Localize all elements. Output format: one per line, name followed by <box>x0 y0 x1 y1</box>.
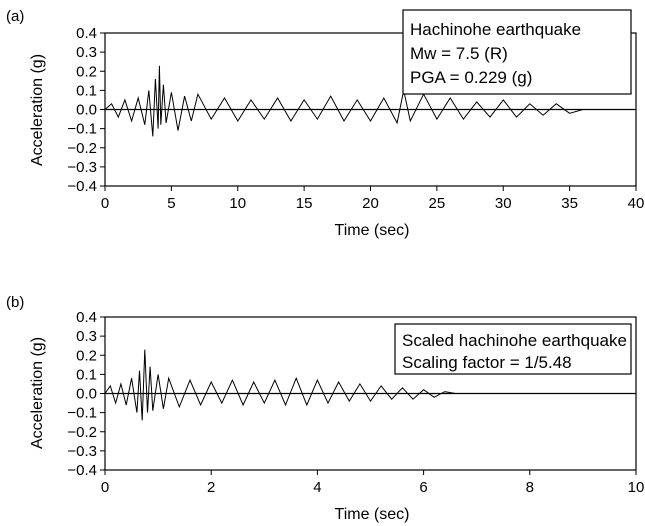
x-tick-label: 25 <box>429 195 446 212</box>
x-tick-label: 5 <box>167 195 175 212</box>
x-tick-label: 10 <box>628 479 645 496</box>
y-tick-label: 0.0 <box>76 386 97 403</box>
y-axis-label: Acceleration (g) <box>29 337 46 449</box>
x-tick-label: 0 <box>101 479 109 496</box>
y-tick-label: −0.2 <box>67 140 97 157</box>
y-tick-label: −0.3 <box>67 159 97 176</box>
x-tick-label: 15 <box>296 195 313 212</box>
y-tick-label: 0.0 <box>76 102 97 119</box>
y-tick-label: 0.4 <box>76 309 97 326</box>
y-tick-label: 0.3 <box>76 44 97 61</box>
x-tick-label: 8 <box>526 479 534 496</box>
panel-label: (a) <box>6 8 24 25</box>
x-tick-label: 0 <box>101 195 109 212</box>
y-tick-label: 0.1 <box>76 366 97 383</box>
panel-label: (b) <box>6 294 24 311</box>
x-tick-label: 30 <box>495 195 512 212</box>
y-tick-label: −0.4 <box>67 462 97 479</box>
y-tick-label: 0.3 <box>76 328 97 345</box>
annotation-line: Hachinohe earthquake <box>410 20 581 39</box>
panel-b: (b) Acceleration (g) Time (sec) 0.4 0.3 0.… <box>6 294 644 523</box>
x-tick-label: 40 <box>628 195 645 212</box>
y-tick-label: −0.3 <box>67 443 97 460</box>
y-tick-label: −0.2 <box>67 424 97 441</box>
annotation-line: Scaled hachinohe earthquake <box>402 331 627 350</box>
x-tick-label: 10 <box>229 195 246 212</box>
annotation-line: Scaling factor = 1/5.48 <box>402 353 572 372</box>
y-tick-label: −0.1 <box>67 121 97 138</box>
x-axis-label: Time (sec) <box>335 222 410 239</box>
annotation-box: Scaled hachinohe earthquake Scaling fact… <box>395 324 631 374</box>
annotation-line: PGA = 0.229 (g) <box>410 68 532 87</box>
x-axis-label: Time (sec) <box>335 506 410 523</box>
y-tick-label: 0.2 <box>76 347 97 364</box>
y-tick-label: 0.2 <box>76 63 97 80</box>
annotation-line: Mw = 7.5 (R) <box>410 44 508 63</box>
y-tick-label: 0.1 <box>76 82 97 99</box>
x-tick-label: 6 <box>419 479 427 496</box>
x-tick-label: 2 <box>207 479 215 496</box>
y-tick-label: −0.1 <box>67 405 97 422</box>
x-tick-label: 20 <box>362 195 379 212</box>
y-axis-label: Acceleration (g) <box>29 54 46 166</box>
x-tick-label: 35 <box>561 195 578 212</box>
x-tick-label: 4 <box>313 479 321 496</box>
panel-a: (a) Acceleration (g) Time (sec) 0.4 0.3 0.… <box>6 8 644 239</box>
y-tick-label: −0.4 <box>67 178 97 195</box>
y-tick-label: 0.4 <box>76 25 97 42</box>
annotation-box: Hachinohe earthquake Mw = 7.5 (R) PGA = … <box>403 10 631 94</box>
